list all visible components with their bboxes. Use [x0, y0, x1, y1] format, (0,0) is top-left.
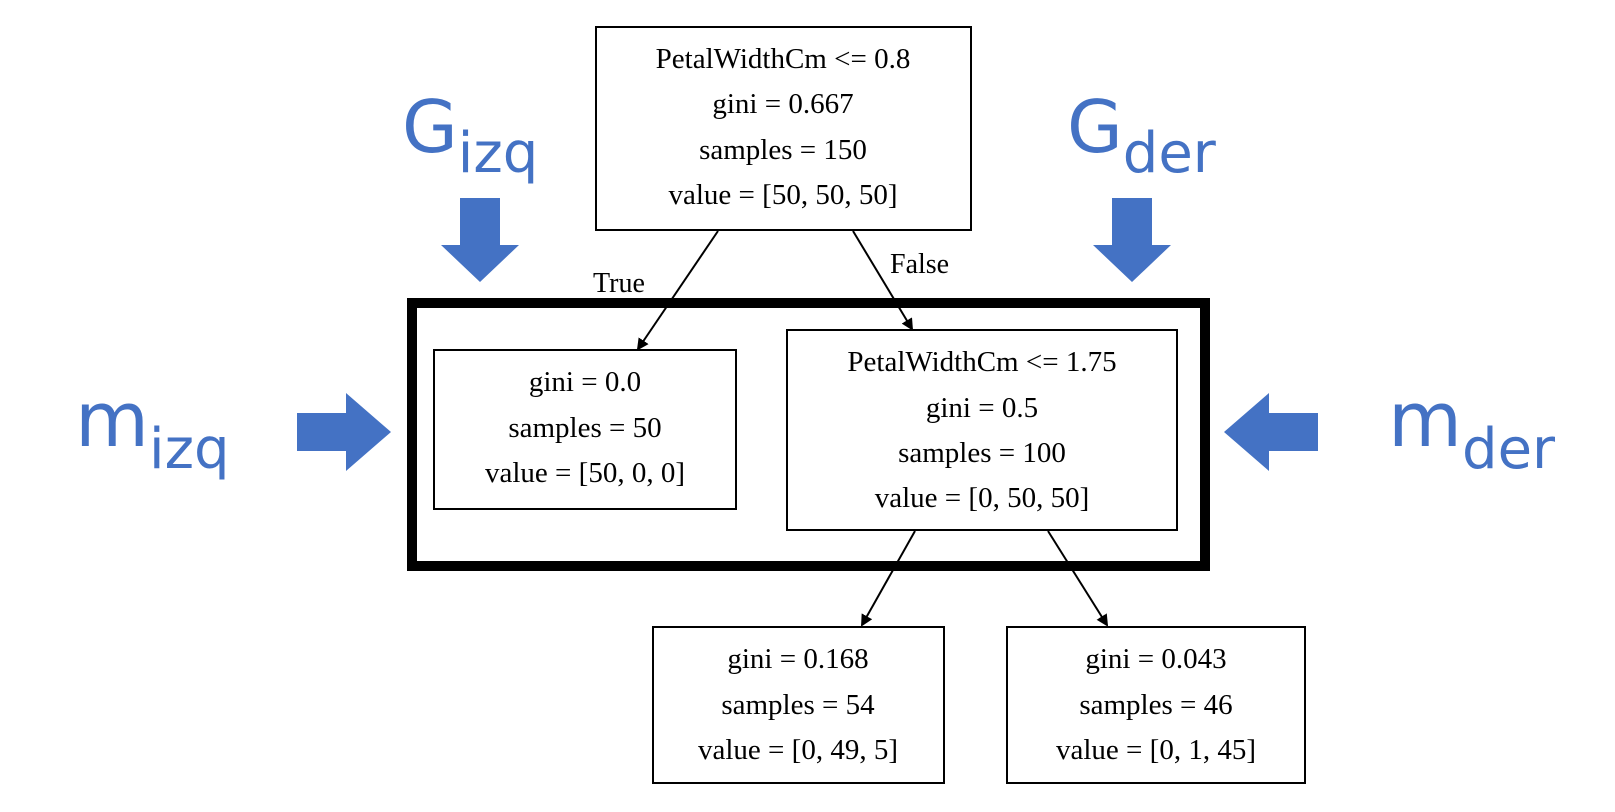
- node-text-line: value = [0, 1, 45]: [1056, 734, 1256, 766]
- label-subscript: izq: [149, 417, 230, 482]
- edge-label-true: True: [593, 268, 645, 299]
- node-text-line: gini = 0.043: [1085, 643, 1226, 675]
- edge-right-to-leaf-a: [861, 530, 916, 627]
- arrow-left-icon: [1224, 393, 1318, 471]
- arrow-down-icon: [441, 198, 519, 282]
- node-text-line: value = [50, 0, 0]: [485, 457, 685, 489]
- label-m-der: mder: [1388, 375, 1556, 482]
- highlight-frame: [407, 298, 1210, 571]
- label-base: m: [75, 375, 149, 464]
- tree-node-leaf-b: gini = 0.043 samples = 46 value = [0, 1,…: [1006, 626, 1306, 784]
- tree-node-right-child: PetalWidthCm <= 1.75 gini = 0.5 samples …: [786, 329, 1178, 531]
- label-base: G: [1067, 85, 1123, 169]
- tree-node-left-child: gini = 0.0 samples = 50 value = [50, 0, …: [433, 349, 737, 510]
- tree-node-leaf-a: gini = 0.168 samples = 54 value = [0, 49…: [652, 626, 945, 784]
- node-text-line: gini = 0.0: [529, 366, 641, 398]
- node-text-line: samples = 150: [699, 134, 867, 166]
- label-base: G: [402, 85, 458, 169]
- edge-root-to-right: [852, 230, 914, 331]
- edge-label-false: False: [890, 249, 949, 280]
- node-text-line: value = [0, 49, 5]: [698, 734, 898, 766]
- label-m-izq: mizq: [75, 375, 230, 482]
- edge-right-to-leaf-b: [1047, 530, 1109, 627]
- node-text-line: gini = 0.168: [727, 643, 868, 675]
- label-g-izq: Gizq: [402, 85, 538, 186]
- node-text-line: PetalWidthCm <= 1.75: [847, 346, 1116, 378]
- tree-node-root: PetalWidthCm <= 0.8 gini = 0.667 samples…: [595, 26, 972, 231]
- arrow-right-icon: [297, 393, 391, 471]
- node-text-line: PetalWidthCm <= 0.8: [656, 43, 911, 75]
- node-text-line: samples = 100: [898, 437, 1066, 469]
- node-text-line: samples = 46: [1079, 689, 1232, 721]
- label-base: m: [1388, 375, 1462, 464]
- label-subscript: der: [1123, 121, 1217, 186]
- label-subscript: der: [1462, 417, 1556, 482]
- node-text-line: value = [0, 50, 50]: [875, 482, 1089, 514]
- node-text-line: gini = 0.5: [926, 392, 1038, 424]
- label-g-der: Gder: [1067, 85, 1217, 186]
- node-text-line: samples = 50: [508, 412, 661, 444]
- node-text-line: samples = 54: [721, 689, 875, 721]
- arrow-down-icon: [1093, 198, 1171, 282]
- node-text-line: gini = 0.667: [712, 88, 853, 120]
- label-subscript: izq: [458, 121, 539, 186]
- node-text-line: value = [50, 50, 50]: [669, 179, 898, 211]
- edge-root-to-left: [636, 230, 719, 351]
